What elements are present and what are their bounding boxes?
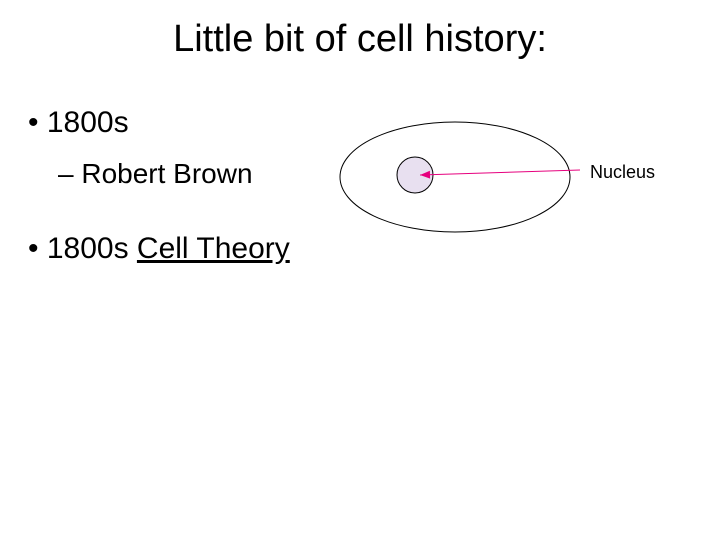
arrow-line <box>420 170 580 175</box>
bullet-marker: • <box>28 232 47 265</box>
bullet-cell-theory: • 1800s Cell Theory <box>28 232 290 266</box>
cell-outline-ellipse <box>340 122 570 232</box>
bullet-1-text: 1800s <box>47 106 129 139</box>
sub-bullet-robert-brown: – Robert Brown <box>58 158 253 190</box>
bullet-marker: • <box>28 106 47 139</box>
dash-marker: – <box>58 158 81 189</box>
slide-title: Little bit of cell history: <box>0 18 720 61</box>
bullet-2-underlined: Cell Theory <box>137 232 290 265</box>
sub-bullet-text: Robert Brown <box>81 158 252 189</box>
bullet-1800s: • 1800s <box>28 106 129 140</box>
cell-diagram <box>320 120 580 240</box>
nucleus-label: Nucleus <box>590 162 655 183</box>
bullet-2-prefix: 1800s <box>47 232 137 265</box>
